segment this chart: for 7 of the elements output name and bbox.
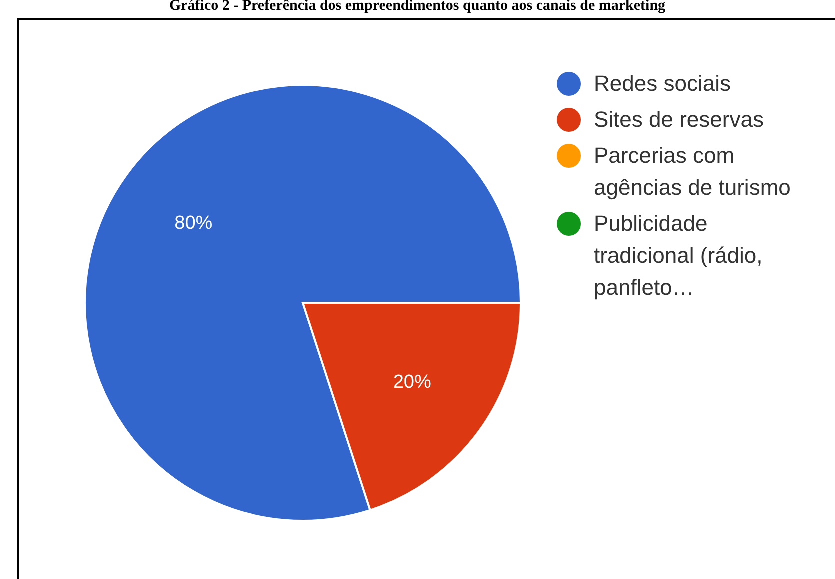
pie-slice — [84, 84, 522, 522]
data-label: 20% — [393, 372, 432, 393]
legend-label: Parcerias com agências de turismo — [594, 142, 792, 202]
legend-label: Sites de reservas — [594, 106, 764, 134]
data-label: 80% — [174, 213, 213, 234]
legend-label: Redes sociais — [594, 70, 731, 98]
legend-label: Publicidade tradicional (rádio, panfleto… — [594, 210, 764, 302]
